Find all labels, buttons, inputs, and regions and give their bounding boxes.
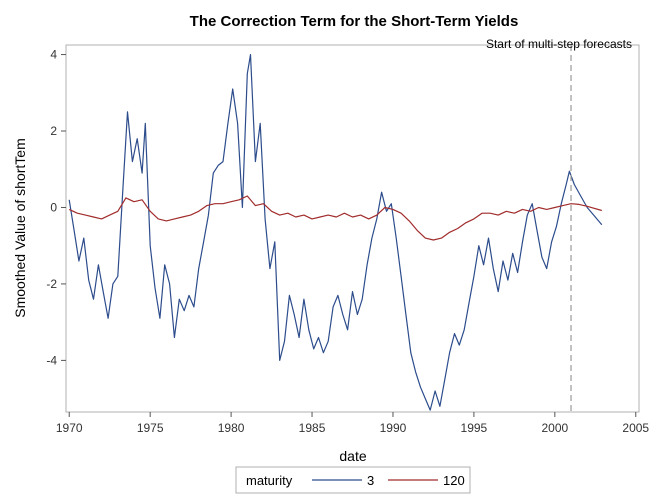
x-tick-label: 1985 [299,421,326,435]
x-tick-label: 1995 [461,421,488,435]
series-layer [68,54,603,411]
x-tick-label: 1990 [380,421,407,435]
y-axis: -4 -2 0 2 4 [46,48,66,367]
legend-label-3: 3 [367,473,374,488]
y-tick-label: 0 [50,200,57,214]
x-tick-label: 1980 [218,421,245,435]
x-axis: 1970 1975 1980 1985 1990 1995 2000 2005 [56,412,649,435]
plot-frame [65,44,640,413]
y-axis-label: Smoothed Value of shortTem [12,138,28,318]
series-line-3 [68,54,603,411]
y-tick-label: -4 [46,353,57,367]
y-tick-label: 2 [50,124,57,138]
y-tick-label: 4 [50,48,57,62]
chart-title: The Correction Term for the Short-Term Y… [190,13,519,30]
legend-title: maturity [246,473,293,488]
y-tick-label: -2 [46,277,57,291]
x-tick-label: 2005 [622,421,649,435]
legend-label-120: 120 [443,473,465,488]
legend: maturity 3 120 [235,466,471,494]
series-line-120 [68,195,602,241]
x-tick-label: 1975 [137,421,164,435]
x-axis-label: date [339,448,366,464]
x-tick-label: 2000 [541,421,568,435]
forecast-annotation: Start of multi-step forecasts [486,37,632,51]
x-tick-label: 1970 [56,421,83,435]
